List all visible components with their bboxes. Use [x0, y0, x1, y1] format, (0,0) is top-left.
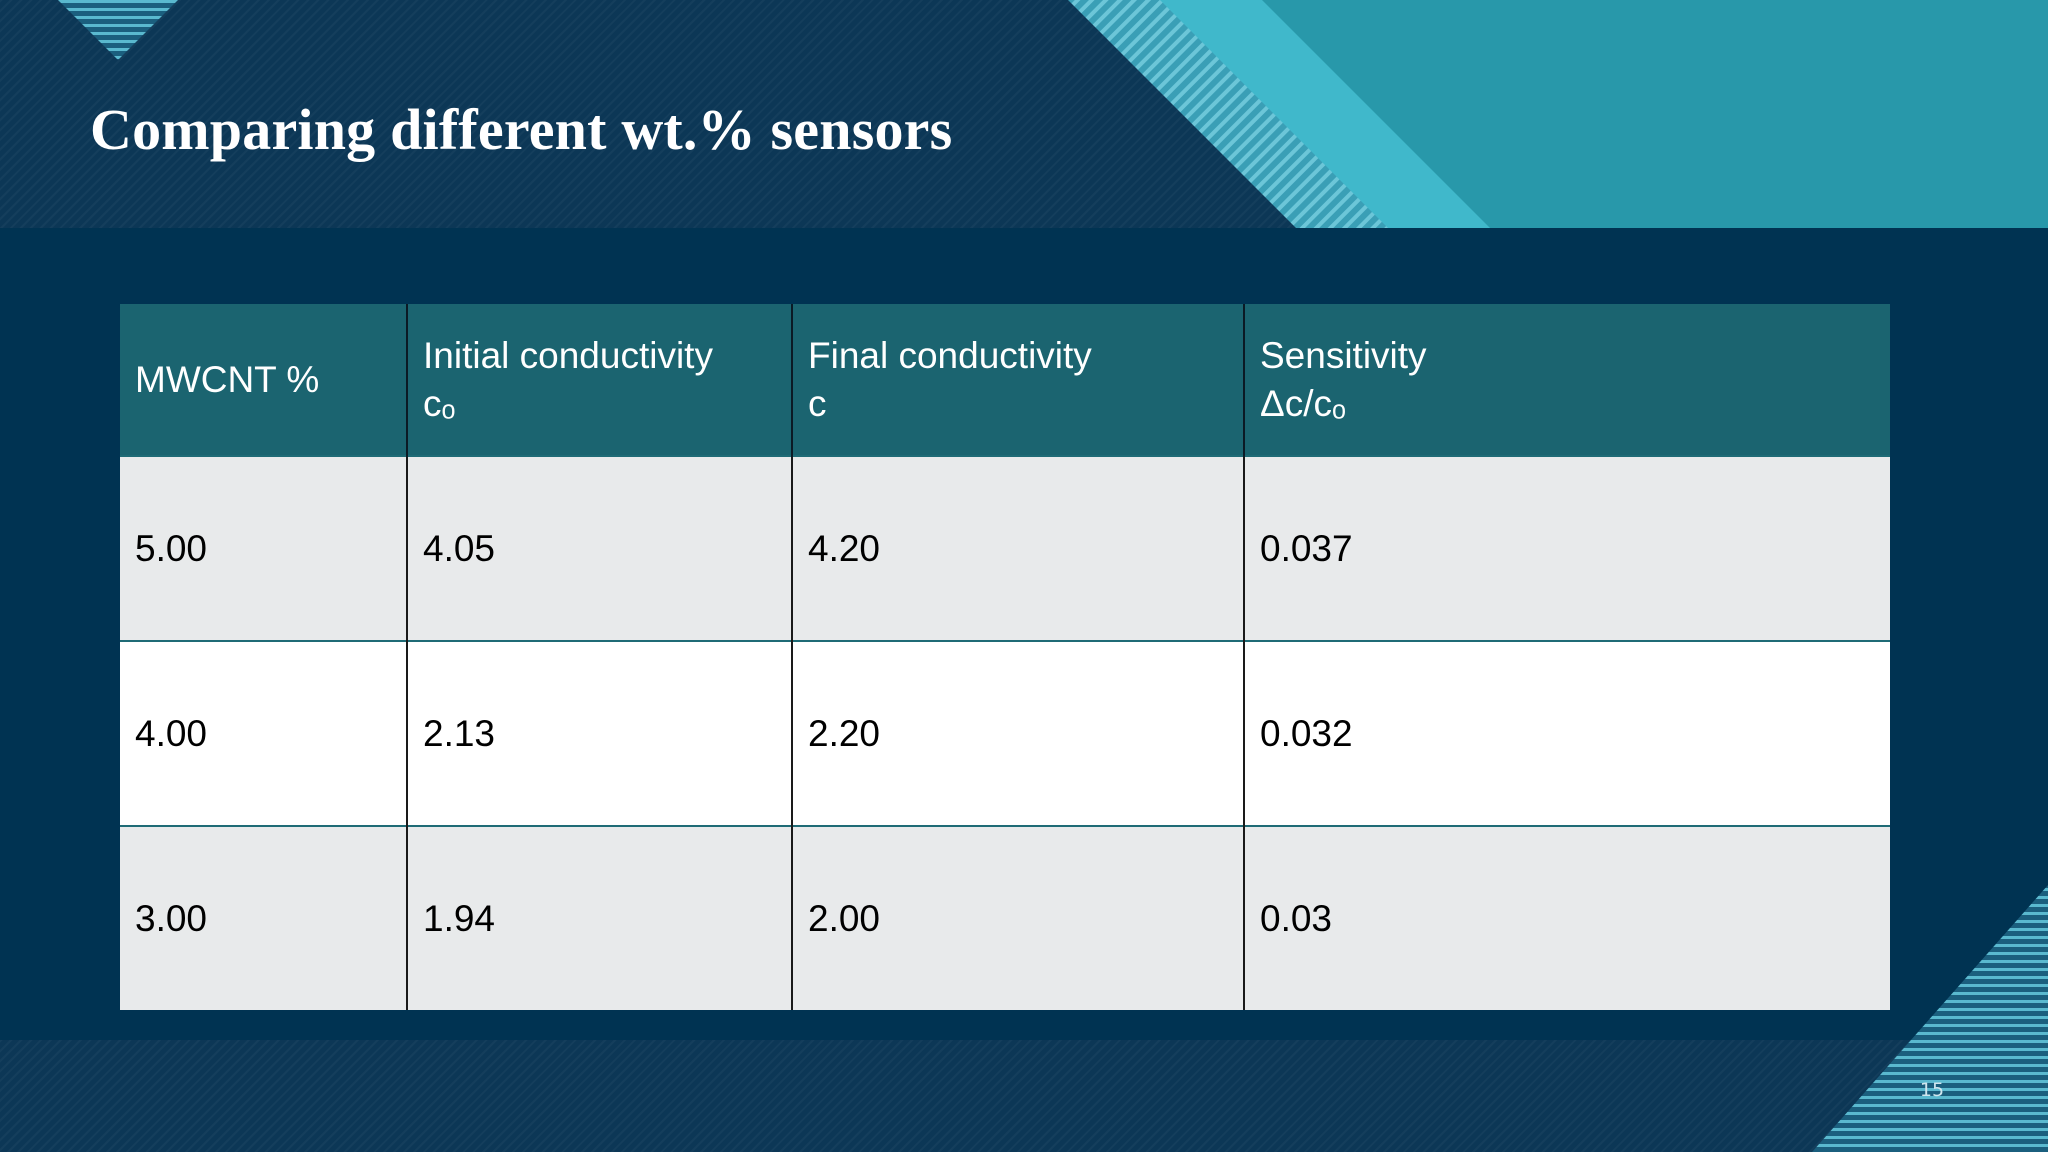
cell-initial-conductivity: 4.05 — [407, 455, 793, 641]
header-mwcnt: MWCNT % — [120, 304, 408, 456]
slide-title: Comparing different wt.% sensors — [90, 97, 953, 162]
cell-initial-conductivity: 1.94 — [407, 825, 793, 1010]
header-label: MWCNT % — [135, 358, 320, 400]
cell-mwcnt: 4.00 — [120, 640, 408, 826]
header-symbol: cₒ — [423, 382, 456, 424]
header-label: Sensitivity — [1260, 334, 1427, 376]
header-sensitivity: Sensitivity Δc/cₒ — [1244, 304, 1890, 456]
table-row: 4.00 2.13 2.20 0.032 — [120, 640, 1890, 826]
header-label: Final conductivity — [808, 334, 1092, 376]
page-number: 15 — [1919, 1079, 1945, 1101]
header-label: Initial conductivity — [423, 334, 713, 376]
header-initial-conductivity: Initial conductivity cₒ — [407, 304, 793, 456]
header-final-conductivity: Final conductivity c — [792, 304, 1245, 456]
cell-sensitivity: 0.037 — [1244, 455, 1890, 641]
band-striped — [1068, 0, 1408, 228]
cell-final-conductivity: 4.20 — [792, 455, 1245, 641]
band-light — [1160, 0, 1496, 228]
table-header-row: MWCNT % Initial conductivity cₒ Final co… — [120, 304, 1890, 456]
corner-triangle-topleft — [58, 0, 178, 60]
cell-mwcnt: 3.00 — [120, 825, 408, 1010]
table-row: 5.00 4.05 4.20 0.037 — [120, 455, 1890, 641]
cell-sensitivity: 0.032 — [1244, 640, 1890, 826]
header-symbol: Δc/cₒ — [1260, 382, 1346, 424]
cell-initial-conductivity: 2.13 — [407, 640, 793, 826]
header-symbol: c — [808, 382, 827, 424]
footer-band — [0, 1040, 2048, 1152]
table-row: 3.00 1.94 2.00 0.03 — [120, 825, 1890, 1010]
cell-mwcnt: 5.00 — [120, 455, 408, 641]
band-teal — [1262, 0, 2048, 228]
cell-final-conductivity: 2.20 — [792, 640, 1245, 826]
cell-final-conductivity: 2.00 — [792, 825, 1245, 1010]
corner-triangle-bottomright — [1812, 885, 2048, 1152]
conductivity-table: MWCNT % Initial conductivity cₒ Final co… — [120, 304, 1890, 1010]
cell-sensitivity: 0.03 — [1244, 825, 1890, 1010]
